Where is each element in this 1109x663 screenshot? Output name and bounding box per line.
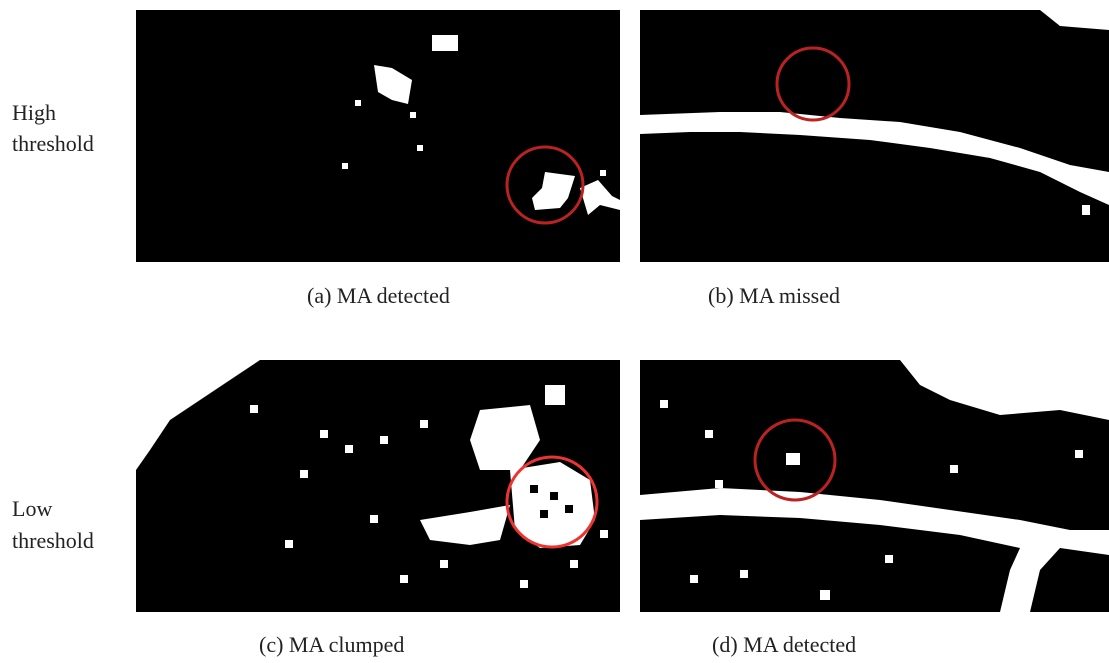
row-label: threshold (12, 131, 94, 156)
figure: High threshold Low threshold (0, 0, 1109, 663)
row-label: High (12, 100, 56, 125)
caption: (a) MA detected (307, 283, 450, 308)
panel-c (136, 360, 620, 612)
row-label: Low (12, 496, 52, 521)
caption: (d) MA detected (712, 632, 856, 657)
row-label: threshold (12, 528, 94, 553)
panel-d (640, 360, 1109, 612)
caption: (c) MA clumped (259, 632, 404, 657)
panel-b (640, 10, 1109, 262)
caption: (b) MA missed (708, 283, 840, 308)
panel-a (136, 10, 620, 262)
page: {"row_labels": [{"lines": ["High", "thre… (0, 0, 1109, 663)
